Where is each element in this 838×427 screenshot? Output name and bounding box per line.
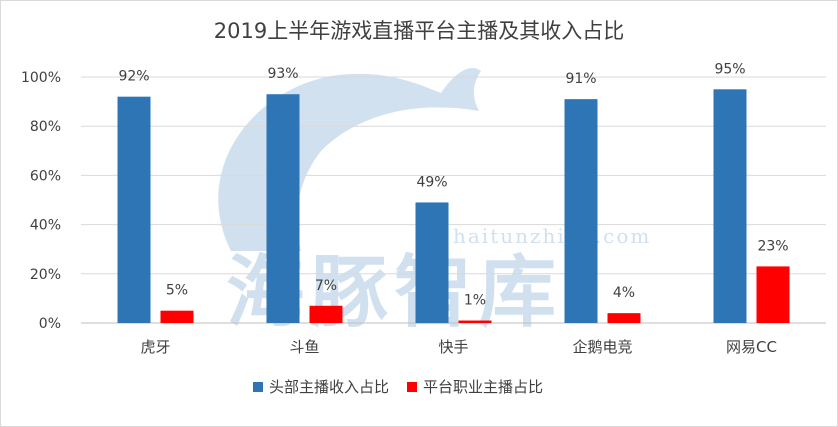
legend: 头部主播收入占比 平台职业主播占比 [253,378,543,396]
y-tick-label: 80% [30,119,61,135]
bar [458,320,492,323]
gridlines [81,76,826,324]
y-tick-label: 60% [30,168,61,184]
x-category-label: 虎牙 [140,338,170,356]
bar [117,96,151,324]
bar-value-label: 93% [267,66,298,82]
x-category-label: 企鹅电竞 [572,338,632,356]
bar [607,313,641,323]
bars: 92% 5% 93% 7% 49% 1% 91% 4% 95% 23% [117,61,790,324]
bar [415,202,449,323]
bar [266,94,300,323]
x-category-label: 快手 [438,338,468,356]
bar-value-label: 23% [757,238,788,254]
x-category-label: 网易CC [726,338,777,356]
bar [756,266,790,323]
y-axis: 0% 20% 40% 60% 80% 100% [21,70,61,332]
y-tick-label: 100% [21,70,61,86]
bar-value-label: 7% [315,278,337,294]
legend-swatch [407,382,417,392]
y-tick-label: 20% [30,267,61,283]
legend-label: 平台职业主播占比 [423,378,543,396]
bar-value-label: 95% [714,61,745,77]
bar-value-label: 91% [565,71,596,87]
legend-label: 头部主播收入占比 [269,378,389,396]
watermark-url: haitunzhiku.com [453,224,651,248]
bar [160,310,194,323]
bar [564,99,598,323]
bar [309,305,343,323]
bar-value-label: 1% [464,293,486,309]
bar [713,89,747,323]
x-axis: 虎牙 斗鱼 快手 企鹅电竞 网易CC [140,338,776,356]
bar-value-label: 92% [118,69,149,85]
y-tick-label: 0% [39,316,61,332]
bar-value-label: 5% [166,283,188,299]
bar-value-label: 49% [416,174,447,190]
bar-value-label: 4% [613,285,635,301]
chart-title: 2019上半年游戏直播平台主播及其收入占比 [213,19,625,43]
legend-swatch [253,382,263,392]
y-tick-label: 40% [30,218,61,234]
x-category-label: 斗鱼 [289,338,319,356]
